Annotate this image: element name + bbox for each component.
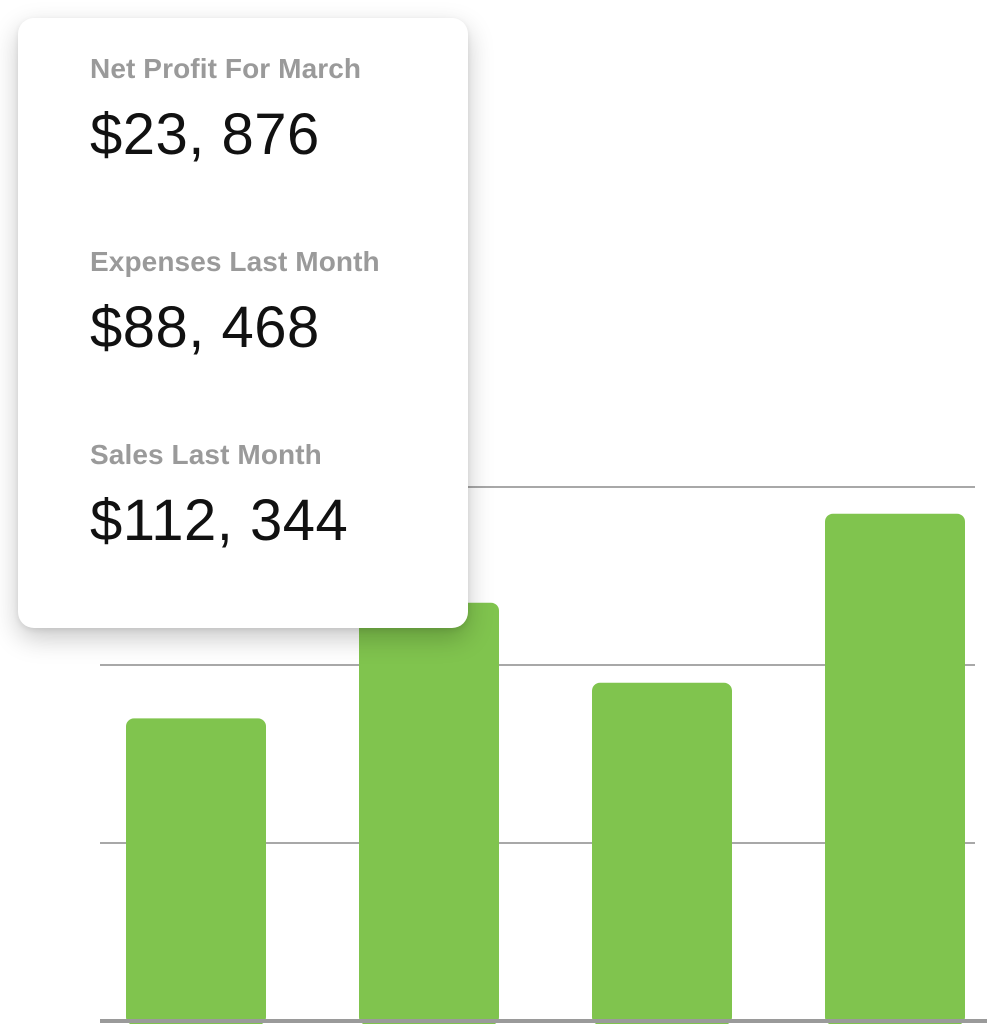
metric-label: Sales Last Month [90,439,322,470]
metric-value: $88, 468 [90,295,320,360]
metric-expenses: Expenses Last Month $88, 468 [90,245,468,438]
metric-value: $23, 876 [90,102,320,167]
metric-net-profit: Net Profit For March $23, 876 [90,52,468,245]
bar [592,682,732,1024]
metric-value: $112, 344 [90,488,349,553]
bar [359,602,499,1024]
bars [126,513,965,1024]
metric-sales: Sales Last Month $112, 344 [90,438,468,631]
metric-label: Expenses Last Month [90,246,380,277]
bar [825,513,965,1024]
metric-label: Net Profit For March [90,53,362,84]
metrics-card: Net Profit For March $23, 876 Expenses L… [18,18,468,628]
bar [126,718,266,1024]
